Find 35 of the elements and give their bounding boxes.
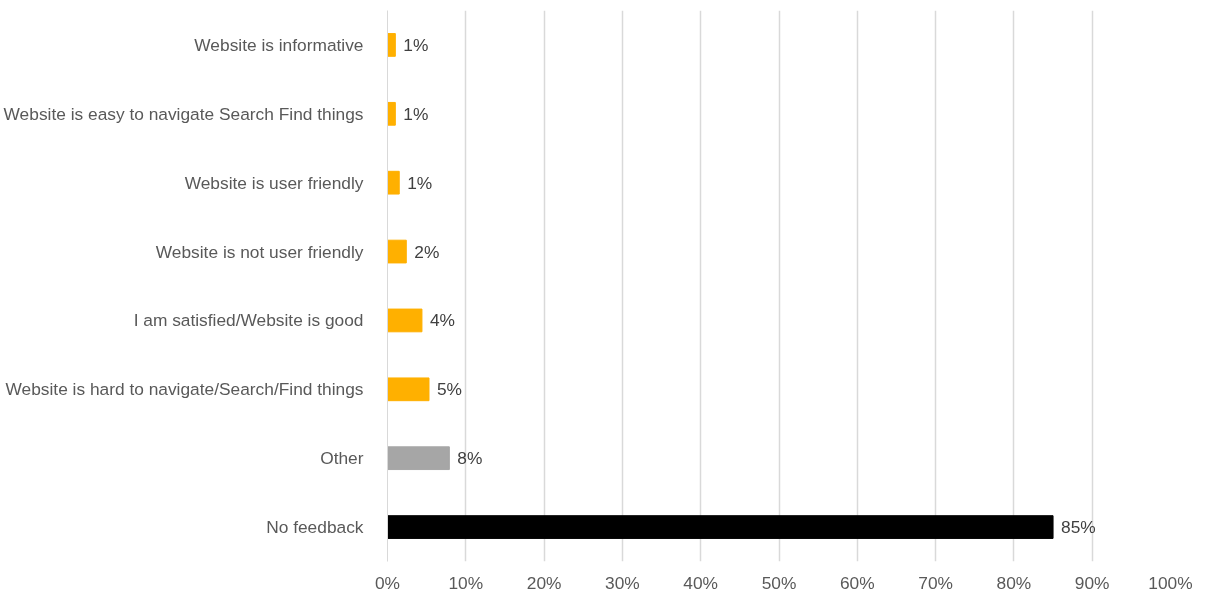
bar — [387, 239, 407, 264]
x-tick-label: 30% — [605, 572, 640, 593]
bar — [387, 515, 1054, 539]
x-tick-label: 40% — [683, 572, 719, 593]
y-tick-label: Website is informative — [194, 34, 364, 55]
x-tick-label: 60% — [839, 572, 875, 593]
y-tick-label: Website is user friendly — [184, 172, 364, 193]
y-tick-label: Website is hard to navigate/Search/Find things — [5, 379, 364, 400]
bar — [387, 170, 400, 195]
data-label: 1% — [403, 103, 429, 124]
x-tick-label: 10% — [448, 572, 484, 593]
data-label: 2% — [414, 241, 440, 262]
y-tick-label: Website is easy to navigate Search Find things — [3, 103, 364, 124]
bar — [387, 33, 396, 57]
data-label: 1% — [407, 172, 433, 193]
data-label: 4% — [429, 310, 455, 331]
data-label: 5% — [437, 379, 463, 400]
x-tick-label: 0% — [374, 572, 401, 593]
bar — [387, 377, 430, 402]
x-tick-label: 50% — [761, 572, 797, 593]
bar — [387, 308, 423, 333]
y-tick-label: No feedback — [266, 517, 364, 538]
x-tick-label: 80% — [996, 572, 1032, 593]
y-tick-label: I am satisfied/Website is good — [133, 310, 364, 331]
x-tick-label: 20% — [526, 572, 562, 593]
bar — [387, 101, 396, 126]
y-tick-label: Other — [320, 448, 364, 469]
x-tick-label: 100% — [1148, 572, 1193, 593]
data-label: 8% — [457, 448, 483, 469]
y-tick-label: Website is not user friendly — [155, 241, 364, 262]
bar — [387, 446, 450, 471]
data-label: 1% — [403, 34, 429, 55]
data-label: 85% — [1061, 517, 1096, 538]
x-tick-label: 70% — [918, 572, 953, 593]
x-tick-label: 90% — [1074, 572, 1110, 593]
